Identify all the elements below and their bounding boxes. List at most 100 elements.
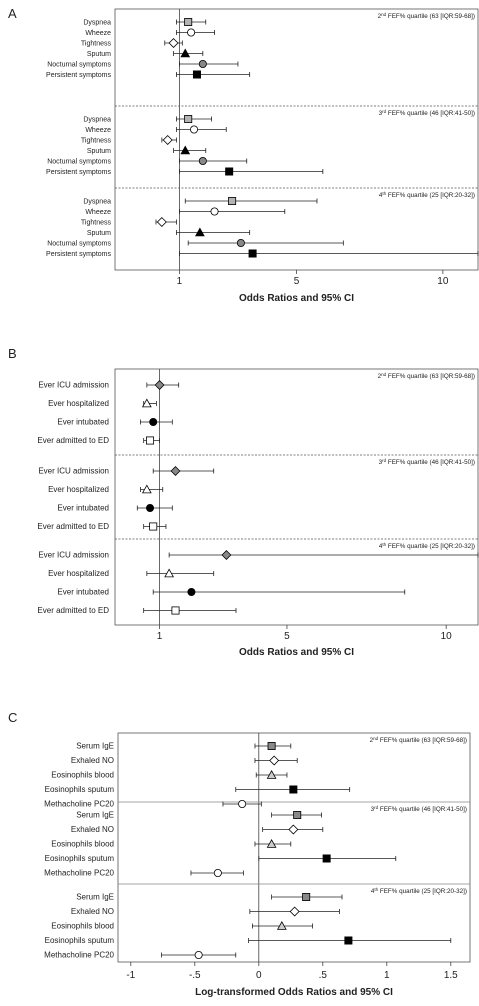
row-label: Ever ICU admission	[38, 551, 109, 560]
point-estimate	[213, 869, 222, 878]
panel-a: A 1 5 10 Odds Ratios and 95% CI 2nd FEF% quar…	[8, 6, 479, 304]
group-caption: FEF% quartile (25 [IQR:20-32])	[378, 888, 467, 895]
point-estimate	[195, 227, 205, 237]
row-label: Tightness	[81, 41, 112, 48]
row-label: Ever hospitalized	[48, 485, 109, 494]
point-estimate	[289, 785, 298, 794]
group-ordinal-suffix: rd	[382, 458, 386, 463]
point-estimate	[162, 135, 173, 145]
group-label: 2nd FEF% quartile (63 [IQR:59-68])	[370, 736, 467, 744]
group-ordinal-suffix: th	[382, 542, 386, 547]
row-label: Ever intubated	[57, 504, 109, 513]
point-estimate	[236, 238, 245, 247]
row-label: Eosinophils blood	[51, 840, 114, 849]
row-label: Sputum	[87, 51, 111, 58]
row-label: Exhaled NO	[71, 756, 114, 765]
group-ordinal: 3	[379, 110, 383, 117]
point-estimate	[266, 769, 277, 779]
row-label: Persistent symptoms	[46, 251, 111, 258]
point-estimate	[187, 588, 196, 597]
group-ordinal: 4	[379, 543, 383, 550]
row-label: Dyspnea	[83, 117, 111, 124]
group-caption: FEF% quartile (46 [IQR:41-50])	[386, 110, 475, 117]
group-ordinal: 2	[370, 737, 374, 744]
point-estimate	[221, 550, 232, 560]
row-label: Nocturnal symptoms	[47, 62, 111, 69]
row-label: Eosinophils blood	[51, 771, 114, 780]
group-ordinal-suffix: nd	[373, 736, 379, 741]
group-ordinal-suffix: rd	[374, 805, 378, 810]
tick-label: 5	[284, 631, 290, 642]
group-label: 4th FEF% quartile (25 [IQR:20-32])	[379, 542, 475, 550]
point-estimate	[156, 217, 167, 227]
point-estimate	[198, 156, 207, 165]
point-estimate	[170, 466, 181, 476]
point-estimate	[293, 811, 302, 820]
group-caption: FEF% quartile (46 [IQR:41-50])	[378, 806, 467, 813]
group-label: 4th FEF% quartile (25 [IQR:20-32])	[371, 887, 467, 895]
point-estimate	[192, 70, 201, 79]
row-label: Persistent symptoms	[46, 72, 111, 79]
row-label: Eosinophils blood	[51, 922, 114, 931]
row-label: Ever hospitalized	[48, 399, 109, 408]
row-label: Ever intubated	[57, 588, 109, 597]
group-ordinal: 3	[379, 459, 383, 466]
point-estimate	[302, 893, 311, 902]
point-estimate	[267, 742, 276, 751]
point-estimate	[225, 167, 234, 176]
group-caption: FEF% quartile (63 [IQR:59-68])	[386, 373, 475, 380]
group-label: 3rd FEF% quartile (46 [IQR:41-50])	[371, 805, 467, 813]
tick-label: -1	[126, 970, 135, 981]
panel-label: B	[8, 346, 17, 361]
tick-label: 1	[157, 631, 163, 642]
group-caption: FEF% quartile (25 [IQR:20-32])	[386, 192, 475, 199]
point-estimate	[149, 417, 158, 426]
row-label: Ever hospitalized	[48, 569, 109, 578]
point-estimate	[184, 17, 193, 26]
point-estimate	[154, 380, 165, 390]
group-caption: FEF% quartile (63 [IQR:59-68])	[386, 13, 475, 20]
row-label: Eosinophils sputum	[45, 854, 115, 863]
row-label: Dyspnea	[83, 20, 111, 27]
group-caption: FEF% quartile (46 [IQR:41-50])	[386, 459, 475, 466]
point-estimate	[171, 606, 180, 615]
row-label: Dyspnea	[83, 199, 111, 206]
point-estimate	[190, 125, 199, 134]
point-estimate	[269, 755, 280, 766]
point-estimate	[276, 920, 287, 930]
row-label: Ever intubated	[57, 418, 109, 427]
row-label: Exhaled NO	[71, 907, 114, 916]
tick-label: .5	[319, 970, 328, 981]
row-label: Wheeze	[85, 127, 111, 134]
tick-label: 10	[441, 631, 453, 642]
tick-label: -.5	[189, 970, 201, 981]
x-axis-title: Odds Ratios and 95% CI	[239, 647, 354, 658]
group-label: 2nd FEF% quartile (63 [IQR:59-68])	[378, 12, 475, 20]
row-label: Ever admitted to ED	[37, 522, 109, 531]
point-estimate	[187, 28, 196, 37]
row-label: Nocturnal symptoms	[47, 159, 111, 166]
group-caption: FEF% quartile (25 [IQR:20-32])	[386, 543, 475, 550]
point-estimate	[344, 936, 353, 945]
point-estimate	[146, 503, 155, 512]
panel-b: B 1 5 10 Odds Ratios and 95% CI 2nd FEF% quar…	[8, 346, 479, 658]
point-estimate	[141, 398, 152, 408]
panel-c: C -1 -.5 0 .5 1 1.5 Log-transformed Odds Ratios…	[8, 710, 471, 998]
point-estimate	[322, 854, 331, 863]
row-label: Wheeze	[85, 30, 111, 37]
row-label: Tightness	[81, 220, 112, 227]
group-ordinal-suffix: th	[382, 191, 386, 196]
row-label: Persistent symptoms	[46, 169, 111, 176]
row-label: Tightness	[81, 138, 112, 145]
row-label: Ever admitted to ED	[37, 606, 109, 615]
point-estimate	[210, 207, 219, 216]
row-label: Ever ICU admission	[38, 467, 109, 476]
tick-label: 1.5	[444, 970, 458, 981]
group-ordinal: 2	[378, 373, 382, 380]
row-label: Methacholine PC20	[44, 869, 114, 878]
point-estimate	[288, 824, 299, 835]
plot-frame	[114, 368, 479, 626]
group-ordinal-suffix: nd	[381, 372, 387, 377]
row-label: Nocturnal symptoms	[47, 241, 111, 248]
